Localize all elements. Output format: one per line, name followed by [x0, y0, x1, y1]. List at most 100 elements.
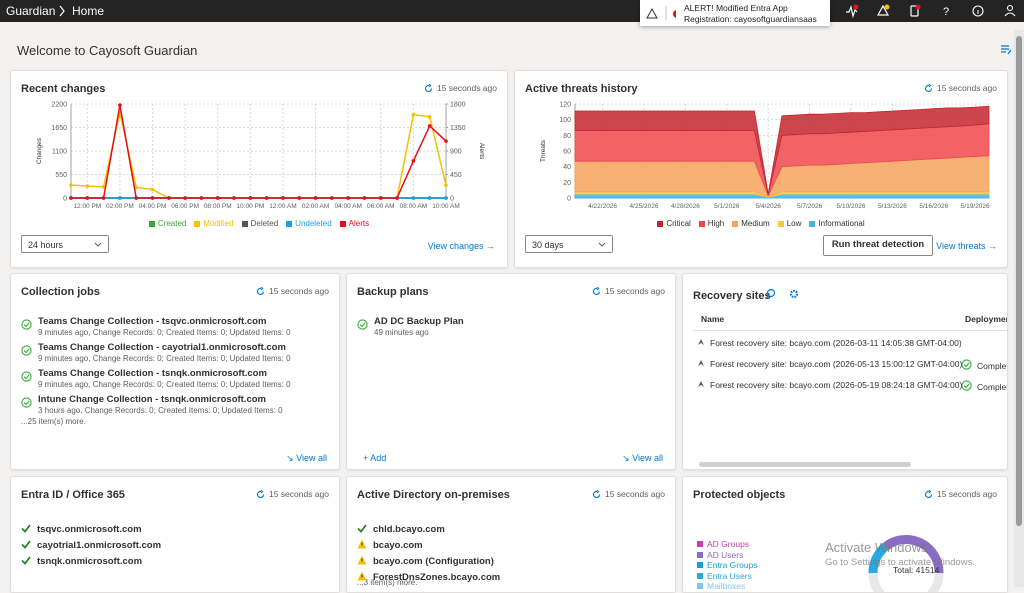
ok-check [23, 400, 30, 406]
threats-chart: 0 20 40 60 80 100 120 Threats 4/22/2026 4/25/2026… [540, 102, 990, 211]
series-point [101, 185, 106, 189]
y-axis-label: Changes [36, 137, 43, 164]
y-tick-label: 0 [63, 196, 67, 203]
warning-icon[interactable] [876, 4, 890, 16]
series-point [346, 196, 350, 200]
customize-icon[interactable] [1000, 43, 1012, 55]
ok-circle [21, 319, 32, 330]
refresh-text: 15 seconds ago [604, 489, 665, 499]
item-name: cayotrial1.onmicrosoft.com [37, 539, 162, 551]
link-text[interactable]: View all [632, 453, 663, 463]
alert-icons [646, 6, 676, 20]
view-changes-link[interactable]: View changes → [427, 241, 495, 251]
series-point [134, 185, 139, 190]
refresh-status[interactable]: 15 seconds ago [924, 489, 997, 499]
arrow-path [94, 242, 102, 247]
item-detail: 3 hours ago, Change Records: 0; Created … [38, 406, 283, 415]
view-all-link[interactable]: ↘ View all [286, 453, 327, 463]
user-icon[interactable] [1006, 4, 1014, 12]
refresh-text: 15 seconds ago [436, 83, 497, 93]
range-dropdown[interactable]: 24 hours [21, 235, 109, 253]
help-icon[interactable]: ? [943, 6, 949, 18]
series-point [264, 196, 269, 200]
scrollbar[interactable] [1014, 30, 1024, 587]
status-icon [21, 369, 32, 389]
ok-icon [961, 359, 972, 370]
refresh-status[interactable]: 15 seconds ago [592, 489, 665, 499]
scroll-thumb[interactable] [1016, 36, 1022, 526]
link-text[interactable]: View all [296, 453, 327, 463]
legend-swatch [777, 220, 784, 227]
refresh-path [924, 83, 933, 92]
search-icon[interactable] [766, 288, 776, 298]
item-name: bcayo.com [373, 539, 423, 551]
donut-arc [868, 543, 889, 574]
site-name: Forest recovery site: bcayo.com (2026-05… [710, 380, 963, 390]
toolbar-icons[interactable]: ? [840, 0, 1024, 22]
badge [853, 4, 859, 10]
view-threats-link[interactable]: View threats → [936, 241, 997, 251]
site-glyph [698, 381, 704, 387]
refresh-status[interactable]: 15 seconds ago [256, 286, 329, 296]
series-point [427, 115, 432, 119]
series-point [297, 196, 302, 200]
series-point [411, 159, 416, 163]
h-scroll-thumb[interactable] [699, 462, 911, 467]
ok-check [359, 322, 366, 328]
link-text[interactable]: View changes [427, 241, 484, 251]
panel-tools[interactable] [765, 288, 801, 300]
refresh-status[interactable]: 15 seconds ago [924, 83, 997, 93]
item-detail: 9 minutes ago, Change Records: 0; Create… [38, 354, 291, 363]
status-text: Complete [977, 360, 1007, 371]
ok-check [23, 374, 30, 380]
refresh-text: 15 seconds ago [268, 286, 329, 296]
series-point [199, 196, 204, 200]
legend-item: AD Groups [697, 539, 758, 550]
status-icon [357, 552, 367, 570]
device-icon[interactable] [910, 5, 919, 17]
x-tick-label: 4/28/2026 [671, 203, 700, 210]
legend-swatch [697, 572, 703, 579]
legend-swatch [732, 220, 739, 227]
view-all-link[interactable]: ↘ View all [622, 453, 663, 463]
list-item: AD DC Backup Plan 49 minutes ago [357, 316, 464, 337]
item-text: Teams Change Collection - tsqvc.onmicros… [38, 316, 291, 337]
alert-toast[interactable]: ALERT! Modified Entra App Registration: … [640, 0, 830, 26]
legend-swatch [241, 220, 248, 227]
settings-icon[interactable] [789, 289, 799, 299]
link-text[interactable]: View threats [936, 241, 986, 251]
warning-icon [646, 7, 658, 19]
arrow-path [598, 242, 606, 247]
site-icon [697, 380, 705, 390]
site-glyph [698, 339, 704, 345]
range-dropdown[interactable]: 30 days [525, 235, 613, 253]
column-header[interactable]: Name [701, 314, 725, 324]
ok-circle [357, 319, 368, 330]
info-icon[interactable] [972, 5, 984, 17]
activity-icon[interactable] [846, 4, 858, 19]
page-title: Welcome to Cayosoft Guardian [17, 43, 198, 58]
series-point [330, 196, 334, 200]
refresh-path [424, 83, 433, 92]
list-item: Intune Change Collection - tsnqk.onmicro… [21, 394, 283, 415]
run-detection-button[interactable]: Run threat detection [823, 235, 933, 256]
ok-check [963, 383, 970, 389]
series-point [134, 196, 139, 200]
item-name: Teams Change Collection - cayotrial1.onm… [38, 342, 286, 353]
ok-check [23, 348, 30, 354]
recovery-sites-panel: Recovery sites Name Deployment Forest re… [682, 273, 1008, 470]
breadcrumb[interactable]: Guardian [6, 4, 56, 18]
y-tick-label: 1650 [51, 125, 67, 132]
legend-item: Medium [732, 219, 770, 228]
list-item: chld.bcayo.com [357, 520, 445, 538]
refresh-path [924, 489, 933, 498]
legend-label: Entra Users [707, 570, 752, 581]
add-link[interactable]: + Add [363, 453, 387, 463]
refresh-status[interactable]: 15 seconds ago [592, 286, 665, 296]
y-tick-label: 1100 [52, 149, 67, 156]
refresh-status[interactable]: 15 seconds ago [424, 83, 497, 93]
column-header[interactable]: Deployment [965, 314, 1007, 324]
refresh-status[interactable]: 15 seconds ago [256, 489, 329, 499]
link-text[interactable]: Add [370, 453, 387, 463]
